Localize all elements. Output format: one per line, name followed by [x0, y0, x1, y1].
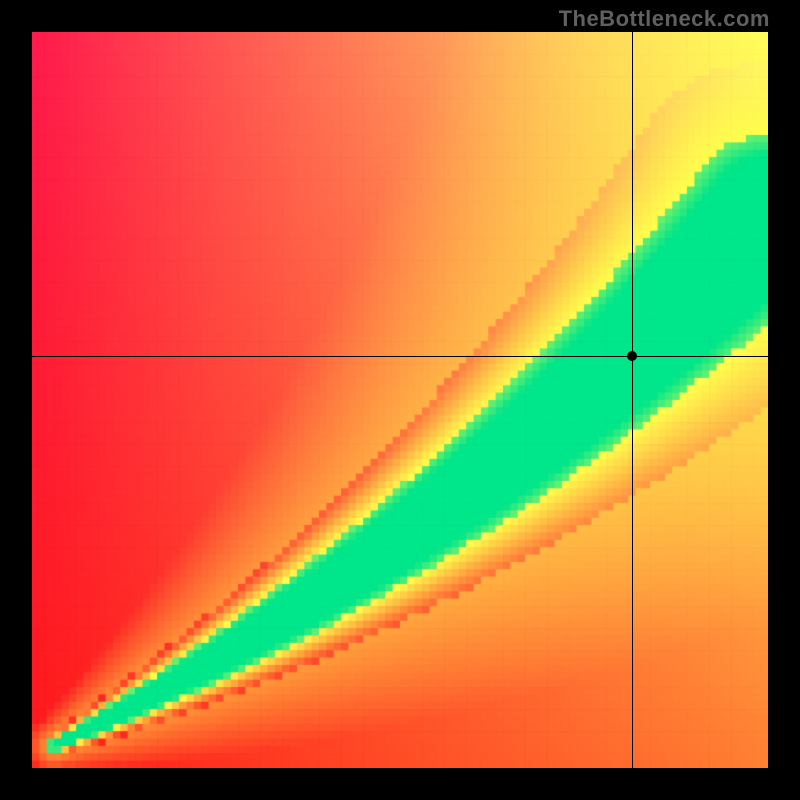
- plot-area: [32, 32, 768, 768]
- crosshair-point: [627, 351, 637, 361]
- crosshair-horizontal: [32, 356, 768, 357]
- crosshair-vertical: [632, 32, 633, 768]
- heatmap-canvas: [32, 32, 768, 768]
- watermark-text: TheBottleneck.com: [559, 6, 770, 32]
